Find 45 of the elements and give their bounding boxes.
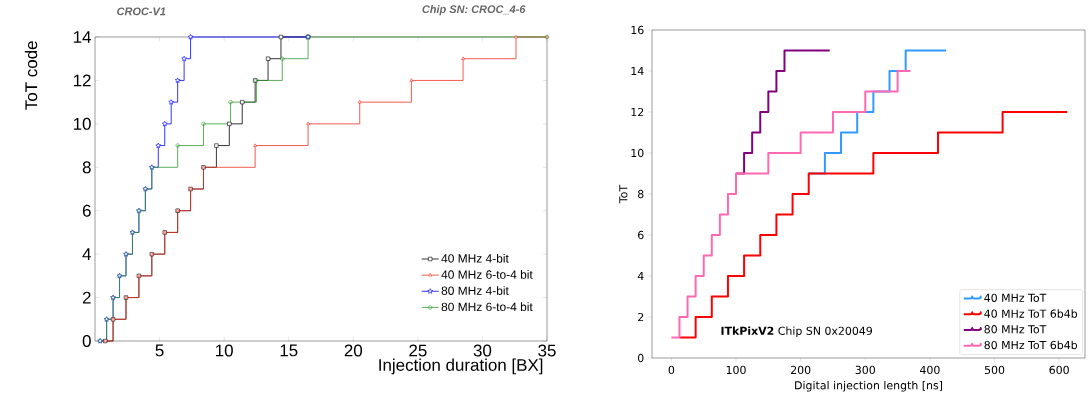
x-tick-label: 35	[538, 344, 556, 357]
x-axis-title: Injection duration [BX]	[379, 358, 543, 375]
x-tick-label: 200	[790, 365, 811, 375]
y-tick-label: 12	[73, 74, 91, 87]
x-tick-label: 20	[344, 344, 363, 357]
legend-label: 80 MHz ToT 6b4b	[984, 340, 1078, 350]
x-tick-label: 300	[855, 365, 875, 375]
y-tick-label: 6	[638, 230, 644, 240]
y-axis-title: ToT	[619, 184, 628, 204]
y-tick-label: 16	[631, 25, 644, 35]
x-tick-label: 0	[668, 365, 675, 375]
y-tick-label: 8	[638, 189, 644, 199]
y-tick-label: 10	[73, 117, 91, 130]
y-tick-label: 8	[82, 161, 91, 174]
legend-label: 40 MHz ToT	[984, 293, 1047, 302]
legend-label: 40 MHz ToT 6b4b	[984, 309, 1078, 318]
y-tick-label: 0	[82, 335, 91, 347]
y-tick-label: 12	[631, 107, 644, 117]
x-tick-label: 10	[216, 344, 233, 357]
x-tick-label: 5	[155, 344, 164, 357]
y-tick-label: 14	[73, 31, 91, 43]
x-tick-label: 100	[726, 365, 746, 375]
x-tick-label: 600	[1049, 365, 1069, 375]
y-tick-label: 10	[631, 148, 644, 158]
x-tick-label: 400	[919, 365, 940, 375]
legend-label: 80 MHz ToT	[984, 325, 1047, 334]
x-tick-label: 30	[473, 344, 492, 357]
legend-label: 40 MHz 6-to-4 bit	[441, 270, 533, 279]
x-axis-title: Digital injection length [ns]	[795, 380, 943, 392]
x-tick-label: 500	[984, 365, 1005, 375]
annotation: ITkPixV2 Chip SN 0x20049	[721, 326, 873, 338]
legend-label: 80 MHz 4-bit	[441, 286, 509, 295]
y-tick-label: 2	[82, 291, 91, 304]
legend-label: 40 MHz 4-bit	[441, 253, 509, 263]
y-tick-label: 14	[631, 67, 644, 75]
y-tick-label: 2	[638, 312, 644, 322]
y-tick-label: 4	[637, 272, 644, 280]
text: CROC-V1	[117, 7, 166, 16]
text: Chip SN: CROC_4-6	[422, 5, 526, 16]
y-axis-title: ToT code	[24, 41, 38, 110]
y-tick-label: 4	[82, 248, 91, 260]
legend-label: 80 MHz 6-to-4 bit	[441, 302, 533, 312]
x-tick-label: 25	[409, 344, 427, 357]
x-tick-label: 15	[280, 344, 298, 357]
y-tick-label: 6	[82, 204, 91, 217]
